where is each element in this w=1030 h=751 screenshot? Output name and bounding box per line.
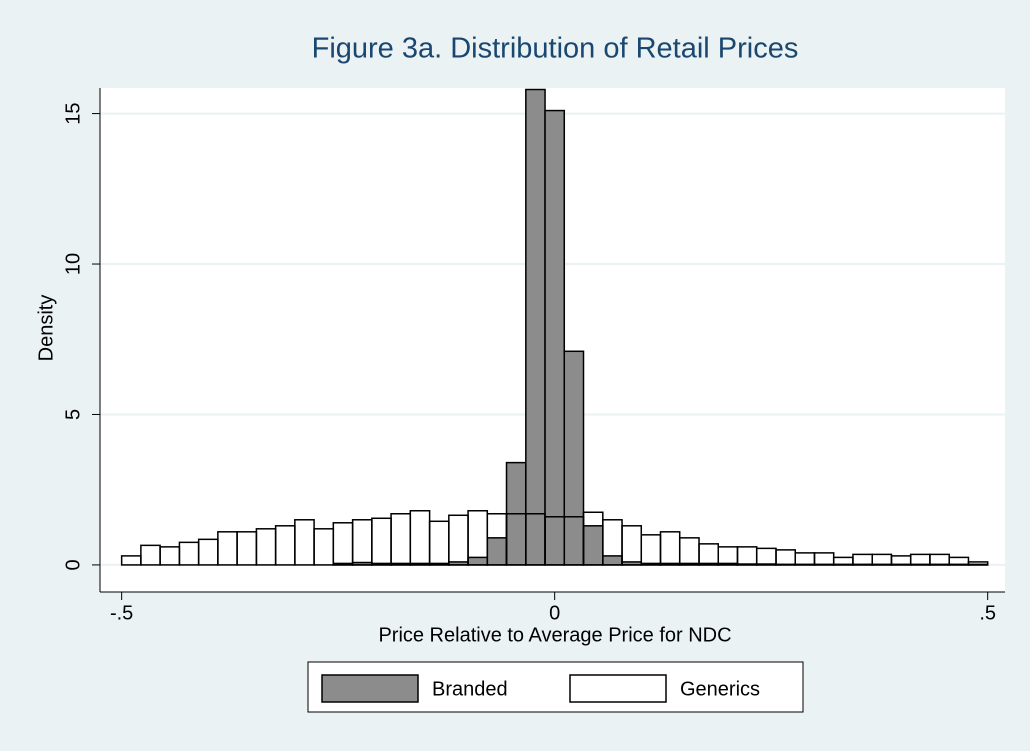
bar — [967, 561, 989, 566]
bar — [505, 513, 527, 566]
x-tick-label: 0 — [549, 602, 560, 624]
bar — [390, 513, 412, 566]
y-tick-label: 0 — [62, 559, 84, 570]
bar — [813, 552, 835, 566]
legend-label: Branded — [432, 678, 508, 700]
bar — [563, 516, 585, 566]
bar — [871, 553, 893, 566]
bar — [852, 553, 873, 566]
bar — [255, 528, 277, 566]
bar — [544, 516, 566, 566]
bar — [274, 525, 296, 566]
bar — [659, 531, 681, 566]
bar — [120, 555, 142, 566]
chart-title: Figure 3a. Distribution of Retail Prices — [312, 33, 799, 65]
bar — [717, 546, 739, 566]
bar — [486, 513, 508, 566]
bar — [409, 510, 431, 566]
bar — [544, 109, 566, 566]
bar — [736, 546, 758, 566]
x-tick-label: -.5 — [110, 602, 133, 624]
bar — [197, 538, 219, 566]
bar — [294, 519, 315, 566]
bar — [448, 514, 469, 566]
bar — [351, 519, 373, 566]
bar — [236, 531, 258, 566]
bar — [755, 547, 777, 566]
x-tick-label: .5 — [979, 602, 996, 624]
bar — [582, 511, 604, 566]
bar — [775, 549, 796, 566]
bar — [217, 531, 238, 566]
y-tick-label: 10 — [62, 253, 84, 275]
bar — [890, 555, 912, 566]
bar — [794, 552, 816, 566]
bar — [678, 537, 700, 566]
bar — [313, 528, 335, 566]
bar — [428, 520, 450, 566]
bar — [525, 513, 546, 566]
x-axis-label: Price Relative to Average Price for NDC — [378, 624, 731, 646]
bar — [159, 546, 181, 566]
bar — [640, 534, 662, 566]
bar — [332, 522, 354, 566]
bar — [602, 519, 623, 566]
y-axis-label: Density — [35, 295, 57, 362]
legend-swatch — [321, 674, 419, 703]
bar — [929, 553, 950, 566]
bar — [621, 525, 643, 566]
bar — [832, 556, 854, 566]
bar — [178, 541, 200, 566]
bar — [948, 556, 970, 566]
bar — [467, 510, 489, 566]
bar — [698, 543, 720, 566]
bar — [140, 544, 161, 566]
bar — [371, 517, 392, 566]
bar — [525, 88, 546, 566]
legend-label: Generics — [680, 678, 760, 700]
y-tick-label: 15 — [62, 102, 84, 124]
legend-swatch — [569, 674, 667, 703]
bar — [909, 553, 931, 566]
y-tick-label: 5 — [62, 409, 84, 420]
